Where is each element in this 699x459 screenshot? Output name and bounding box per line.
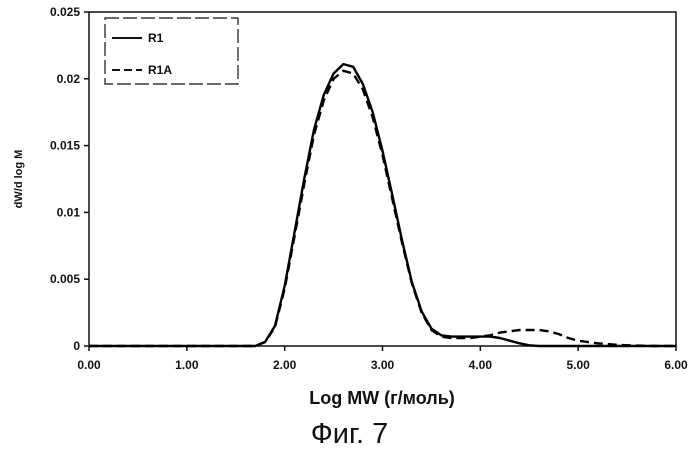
- x-tick-label: 2.00: [273, 358, 297, 372]
- legend: R1 R1A: [105, 18, 238, 84]
- y-tick-label: 0.025: [50, 5, 80, 19]
- legend-label-r1: R1: [148, 31, 164, 45]
- y-axis: 0 0.005 0.01 0.015 0.02 0.025: [50, 5, 89, 353]
- series-line-r1a: [89, 71, 676, 346]
- x-tick-label: 0.00: [77, 358, 101, 372]
- y-tick-label: 0: [73, 339, 80, 353]
- x-tick-label: 3.00: [371, 358, 395, 372]
- chart-svg: 0 0.005 0.01 0.015 0.02 0.025 0.00 1.00 2.00 3.0…: [0, 0, 699, 410]
- series-layer: [89, 64, 676, 346]
- series-line-r1: [89, 64, 676, 346]
- legend-label-r1a: R1A: [148, 63, 172, 77]
- y-axis-label: dW/d log M: [13, 150, 25, 209]
- x-axis: 0.00 1.00 2.00 3.00 4.00 5.00 6.00: [77, 346, 688, 372]
- x-axis-label: Log MW (г/моль): [309, 388, 455, 408]
- y-tick-label: 0.005: [50, 272, 80, 286]
- y-tick-label: 0.01: [57, 205, 81, 219]
- x-tick-label: 4.00: [469, 358, 493, 372]
- y-tick-label: 0.015: [50, 139, 80, 153]
- figure-caption: Фиг. 7: [0, 418, 699, 451]
- y-tick-label: 0.02: [57, 72, 81, 86]
- x-tick-label: 6.00: [664, 358, 688, 372]
- x-tick-label: 1.00: [175, 358, 199, 372]
- x-tick-label: 5.00: [566, 358, 590, 372]
